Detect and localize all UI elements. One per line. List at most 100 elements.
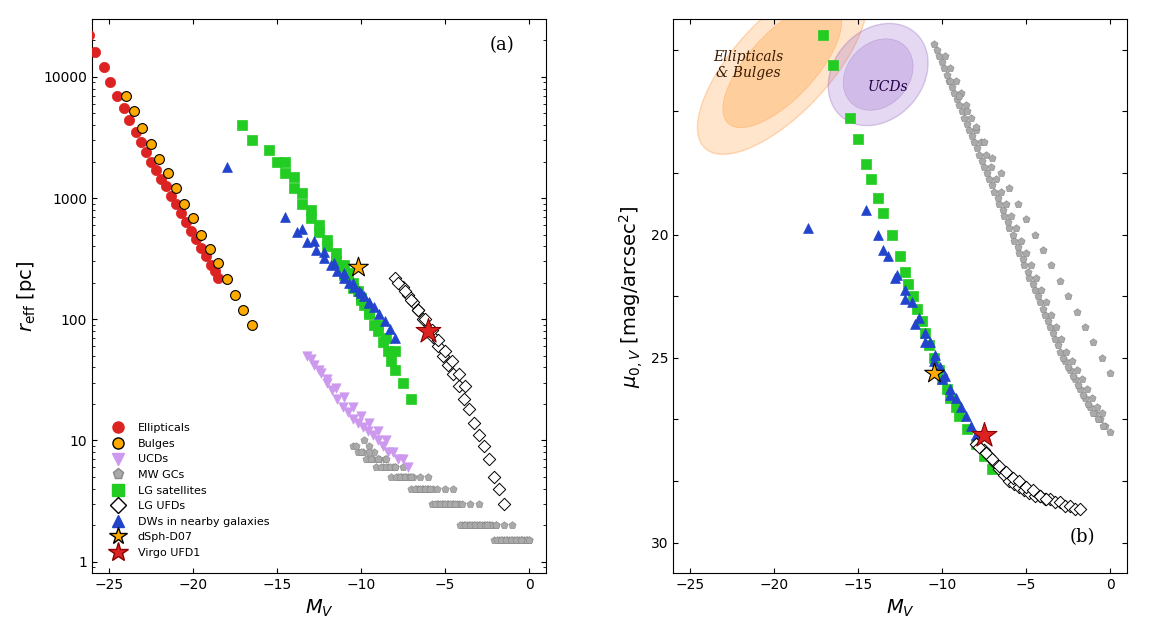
Point	[1024, 485, 1042, 496]
Point	[415, 483, 434, 494]
Point	[459, 520, 477, 530]
Point	[925, 39, 943, 49]
Point	[406, 483, 424, 494]
Point	[1048, 322, 1066, 332]
Point	[141, 139, 160, 149]
Point	[268, 157, 286, 167]
Point	[1081, 402, 1099, 412]
Point	[484, 472, 503, 482]
Point	[1041, 322, 1059, 332]
Point	[1066, 503, 1084, 513]
Point	[369, 426, 388, 436]
Point	[995, 469, 1013, 480]
Point	[903, 297, 921, 308]
Point	[392, 472, 411, 482]
Point	[435, 499, 453, 509]
Point	[925, 356, 943, 366]
Point	[384, 462, 402, 473]
Point	[334, 401, 352, 412]
Point	[917, 338, 935, 348]
Point	[503, 535, 521, 545]
Point	[450, 369, 468, 380]
Point	[335, 392, 353, 402]
Point	[369, 435, 388, 445]
Point	[356, 454, 375, 464]
Point	[991, 168, 1010, 178]
Point	[344, 283, 362, 294]
Point	[411, 472, 429, 482]
Point	[305, 236, 323, 247]
Point	[1005, 236, 1024, 246]
Point	[436, 499, 454, 509]
Point	[896, 285, 914, 295]
Point	[315, 253, 334, 263]
Text: (a): (a)	[490, 36, 514, 54]
Point	[385, 346, 404, 356]
Point	[921, 338, 940, 348]
Point	[963, 131, 981, 141]
Point	[1030, 491, 1049, 501]
Point	[298, 350, 316, 361]
Point	[478, 520, 497, 530]
Point	[1030, 297, 1049, 308]
Point	[1017, 482, 1035, 492]
Point	[1037, 494, 1056, 505]
Point	[958, 424, 976, 434]
Point	[369, 326, 388, 336]
Point	[1045, 497, 1064, 508]
Point	[352, 293, 370, 303]
Point	[363, 430, 382, 440]
Point	[347, 441, 366, 451]
Point	[413, 483, 431, 494]
Point	[516, 535, 535, 545]
Point	[352, 294, 370, 304]
Point	[377, 435, 396, 445]
Point	[512, 535, 530, 545]
Point	[990, 461, 1009, 471]
Point	[348, 418, 367, 428]
Point	[926, 350, 944, 360]
Point	[369, 454, 388, 464]
Point	[1004, 229, 1022, 240]
Point	[443, 356, 461, 366]
Point	[1044, 328, 1063, 338]
Point	[393, 282, 412, 292]
Point	[933, 57, 951, 68]
Point	[975, 451, 994, 461]
Point	[857, 205, 875, 215]
Point	[284, 171, 302, 182]
Point	[400, 472, 419, 482]
Point	[491, 535, 509, 545]
Point	[432, 499, 451, 509]
Point	[360, 298, 378, 308]
Point	[360, 307, 378, 317]
Point	[929, 365, 948, 375]
Point	[946, 76, 965, 86]
Point	[352, 411, 370, 421]
Point	[513, 535, 531, 545]
Point	[293, 188, 312, 198]
Point	[385, 333, 404, 343]
Point	[519, 535, 537, 545]
Point	[348, 262, 367, 272]
Point	[472, 520, 490, 530]
Point	[946, 402, 965, 412]
Point	[206, 266, 224, 276]
Point	[1051, 497, 1070, 508]
Point	[1042, 261, 1060, 271]
Point	[382, 472, 400, 482]
Point	[1079, 399, 1097, 409]
Point	[969, 150, 988, 160]
Y-axis label: $r_{\rm eff}$ [pc]: $r_{\rm eff}$ [pc]	[15, 261, 38, 332]
Point	[1042, 310, 1060, 320]
Point	[276, 157, 294, 167]
Point	[374, 441, 392, 451]
Point	[1009, 242, 1027, 252]
Point	[421, 483, 439, 494]
Point	[396, 472, 414, 482]
Point	[417, 483, 436, 494]
Point	[328, 394, 346, 404]
Point	[919, 340, 937, 350]
Point	[906, 318, 925, 329]
Point	[917, 328, 935, 338]
